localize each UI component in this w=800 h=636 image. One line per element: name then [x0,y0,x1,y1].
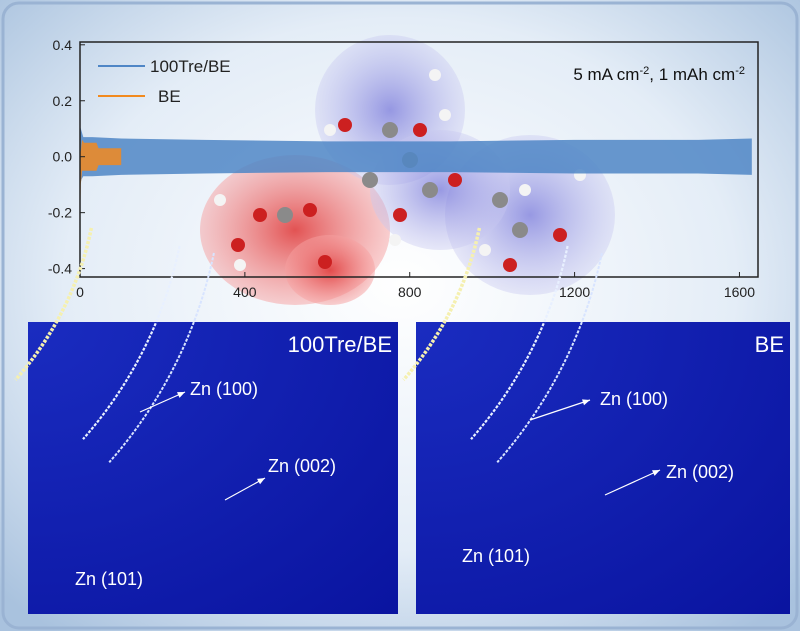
annotation: 5 mA cm-2, 1 mAh cm-2 [573,65,745,84]
arrow-head [652,470,660,476]
peak-label: Zn (101) [462,546,530,566]
panel-background [28,322,398,614]
arrow [139,391,186,413]
diffraction-ring [108,252,215,463]
arrow [224,477,266,501]
peak-label: Zn (002) [268,456,336,476]
xrd-panel: 100Tre/BE Zn (100) Zn (002) Zn (101) [14,227,398,614]
peak-label: Zn (100) [600,389,668,409]
arrow [529,399,591,421]
diffraction-ring [402,227,482,381]
arrow-head [257,478,265,485]
y-tick-label: -0.2 [48,205,72,221]
chart: 0.4 0.2 0.0 -0.2 -0.40 400 800 1200 1600 100Tre/B… [48,37,759,300]
diffraction-ring [470,245,569,440]
peak-label: Zn (101) [75,569,143,589]
arrow-head [582,399,590,406]
series-band [80,139,122,227]
x-tick-label: 1600 [724,284,755,300]
arrow-head [177,392,185,398]
y-tick-label: -0.4 [48,261,72,277]
panel-label: BE [755,332,784,357]
molecule-illustration [200,35,615,305]
plot-frame [79,41,759,278]
annotation-part: 5 mA cm [573,65,639,84]
x-tick-label: 400 [233,284,257,300]
legend-label: BE [158,87,181,106]
y-tick-label: 0.0 [53,149,73,165]
annotation-part: -2 [735,65,745,77]
xrd-panel: BE Zn (100) Zn (002) Zn (101) [402,227,790,614]
peak-label: Zn (100) [190,379,258,399]
annotation-part: , 1 mAh cm [649,65,735,84]
arrow [604,469,661,496]
legend-label: 100Tre/BE [150,57,231,76]
y-tick-label: 0.2 [53,93,73,109]
xrd-panels: 100Tre/BE Zn (100) Zn (002) Zn (101) BE Zn (1… [14,227,790,614]
panel-background [416,322,790,614]
x-tick-label: 1200 [559,284,590,300]
diffraction-ring [496,252,603,463]
annotation-part: -2 [639,65,649,77]
diffraction-ring [14,227,94,381]
y-tick-label: 0.4 [53,37,73,53]
x-tick-label: 0 [76,284,84,300]
peak-label: Zn (002) [666,462,734,482]
panel-label: 100Tre/BE [288,332,392,357]
x-tick-label: 800 [398,284,422,300]
series-band [80,125,752,185]
diffraction-ring [82,245,181,440]
